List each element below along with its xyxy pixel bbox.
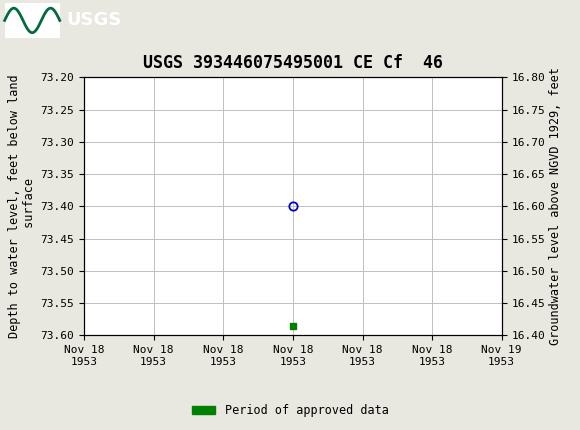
Legend: Period of approved data: Period of approved data — [187, 399, 393, 422]
Y-axis label: Depth to water level, feet below land
 surface: Depth to water level, feet below land su… — [9, 74, 37, 338]
Y-axis label: Groundwater level above NGVD 1929, feet: Groundwater level above NGVD 1929, feet — [549, 68, 563, 345]
FancyBboxPatch shape — [5, 3, 60, 37]
Text: USGS: USGS — [67, 12, 122, 29]
Title: USGS 393446075495001 CE Cf  46: USGS 393446075495001 CE Cf 46 — [143, 54, 443, 72]
